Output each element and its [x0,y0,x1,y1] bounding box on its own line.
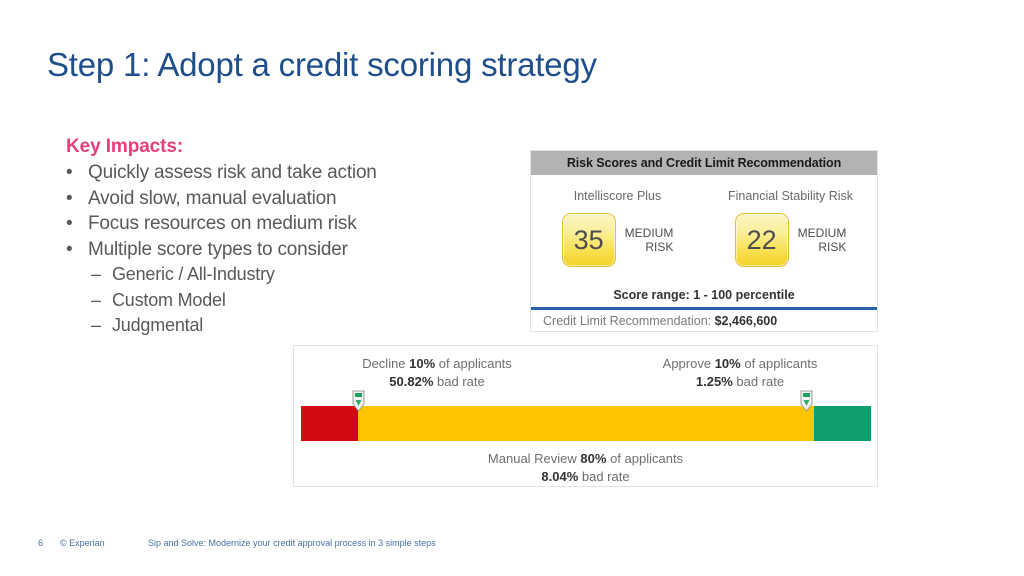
score-value-chip: 35 [561,213,616,267]
dash-marker-icon: – [91,289,101,310]
footer-copyright: © Experian [60,538,105,548]
list-item-label: Multiple score types to consider [88,238,348,260]
score-title: Intelliscore Plus [573,189,662,203]
score-title: Financial Stability Risk [727,189,854,203]
approve-percent: 10% [714,356,741,371]
bullet-marker-icon: • [66,162,73,183]
decline-bad-rate-suffix: bad rate [433,374,485,389]
manual-review-bad-rate-line: 8.04% bad rate [294,468,877,486]
approve-caption: Approve 10% of applicants 1.25% bad rate [625,355,855,391]
list-item-label: Custom Model [112,289,226,310]
approve-bad-rate-line: 1.25% bad rate [625,373,855,391]
strategy-distribution-panel: Decline 10% of applicants 50.82% bad rat… [293,345,878,487]
list-item: • Focus resources on medium risk [66,211,466,237]
approve-cutoff-marker[interactable] [800,390,813,412]
score-risk-label-line1: MEDIUM [797,226,847,240]
footer-page-number: 6 [38,538,44,548]
list-item: – Judgmental [66,313,466,339]
page-title: Step 1: Adopt a credit scoring strategy [47,46,597,83]
list-item-label: Quickly assess risk and take action [88,162,377,183]
list-item: • Multiple score types to consider [66,237,466,263]
score-readout: 35 MEDIUM RISK [561,213,674,267]
risk-scores-panel-header: Risk Scores and Credit Limit Recommendat… [531,151,877,175]
panel-divider [531,307,877,310]
list-item: • Avoid slow, manual evaluation [66,186,466,212]
manual-review-suffix: of applicants [606,451,684,466]
score-columns: Intelliscore Plus 35 MEDIUM RISK Financi… [531,175,877,267]
bullet-marker-icon: • [66,213,73,234]
decline-suffix: of applicants [435,356,512,371]
decline-bad-rate-line: 50.82% bad rate [322,373,552,391]
decline-prefix: Decline [362,356,410,371]
footer-description: Sip and Solve: Modernize your credit app… [148,538,436,548]
bar-segment-approve [814,406,871,441]
list-item: – Generic / All-Industry [66,262,466,288]
approve-bad-rate-value: 1.25% [695,374,733,389]
risk-scores-panel: Risk Scores and Credit Limit Recommendat… [530,150,878,332]
credit-limit-label: Credit Limit Recommendation: [543,314,712,328]
approve-bad-rate-suffix: bad rate [732,374,785,389]
credit-limit-value: $2,466,600 [714,314,778,328]
dash-marker-icon: – [91,315,101,335]
decline-bad-rate-value: 50.82% [389,374,434,389]
approve-suffix: of applicants [740,356,818,371]
manual-review-caption: Manual Review 80% of applicants 8.04% ba… [294,450,877,486]
approve-prefix: Approve [662,356,715,371]
dash-marker-icon: – [91,264,101,284]
decline-share-line: Decline 10% of applicants [322,355,552,373]
applicant-distribution-bar [301,406,871,441]
approve-share-line: Approve 10% of applicants [625,355,855,373]
slide-footer: 6 © Experian Sip and Solve: Modernize yo… [38,538,436,548]
score-risk-label-line2: RISK [645,240,674,254]
decline-cutoff-marker[interactable] [352,390,365,412]
list-item: • Quickly assess risk and take action [66,160,466,186]
score-value-chip: 22 [734,213,789,267]
list-item-label: Judgmental [112,315,204,335]
manual-review-percent: 80% [580,451,607,466]
bullet-marker-icon: • [66,187,73,209]
list-item-label: Avoid slow, manual evaluation [88,187,337,209]
manual-review-prefix: Manual Review [487,451,581,466]
bar-segment-decline [301,406,358,441]
bar-segment-manual-review [358,406,814,441]
credit-limit-recommendation: Credit Limit Recommendation: $2,466,600 [543,314,777,328]
list-item: – Custom Model [66,288,466,314]
manual-review-bad-rate-value: 8.04% [541,469,579,484]
key-impacts-heading: Key Impacts: [66,136,184,157]
bullet-marker-icon: • [66,238,73,260]
key-impacts-section: Key Impacts: • Quickly assess risk and t… [66,136,466,339]
score-risk-label: MEDIUM RISK [625,226,674,254]
score-readout: 22 MEDIUM RISK [734,213,847,267]
score-column-financial-stability-risk: Financial Stability Risk 22 MEDIUM RISK [704,189,877,267]
score-column-intelliscore-plus: Intelliscore Plus 35 MEDIUM RISK [531,189,704,267]
score-risk-label: MEDIUM RISK [798,226,847,254]
score-range-note: Score range: 1 - 100 percentile [613,288,795,302]
decline-percent: 10% [409,356,436,371]
score-risk-label-line1: MEDIUM [624,226,674,240]
manual-review-bad-rate-suffix: bad rate [578,469,630,484]
list-item-label: Focus resources on medium risk [88,213,357,234]
score-risk-label-line2: RISK [818,240,847,254]
decline-caption: Decline 10% of applicants 50.82% bad rat… [322,355,552,391]
list-item-label: Generic / All-Industry [112,264,275,284]
manual-review-share-line: Manual Review 80% of applicants [294,450,877,468]
